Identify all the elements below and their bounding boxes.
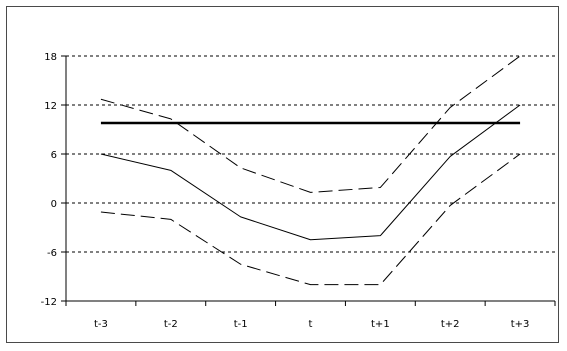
x-tick-label: t-3	[94, 319, 108, 330]
x-tick-label: t	[309, 319, 313, 330]
y-tick-label: 6	[51, 150, 57, 161]
chart-frame	[6, 6, 559, 343]
x-tick-label: t+2	[441, 319, 460, 330]
x-tick-label: t+1	[371, 319, 390, 330]
y-tick-label: 0	[51, 199, 57, 210]
y-tick-label: 18	[44, 52, 57, 63]
x-tick-label: t-2	[164, 319, 178, 330]
x-tick-label: t-1	[234, 319, 248, 330]
series-line-dashed-upper	[100, 55, 521, 193]
series-line-solid-thin	[100, 104, 521, 241]
y-tick-label: -6	[47, 248, 57, 259]
series-line-dashed-lower	[100, 153, 521, 286]
y-tick-label: 12	[44, 101, 57, 112]
y-tick-label: -12	[41, 297, 57, 308]
x-tick-label: t+3	[511, 319, 530, 330]
